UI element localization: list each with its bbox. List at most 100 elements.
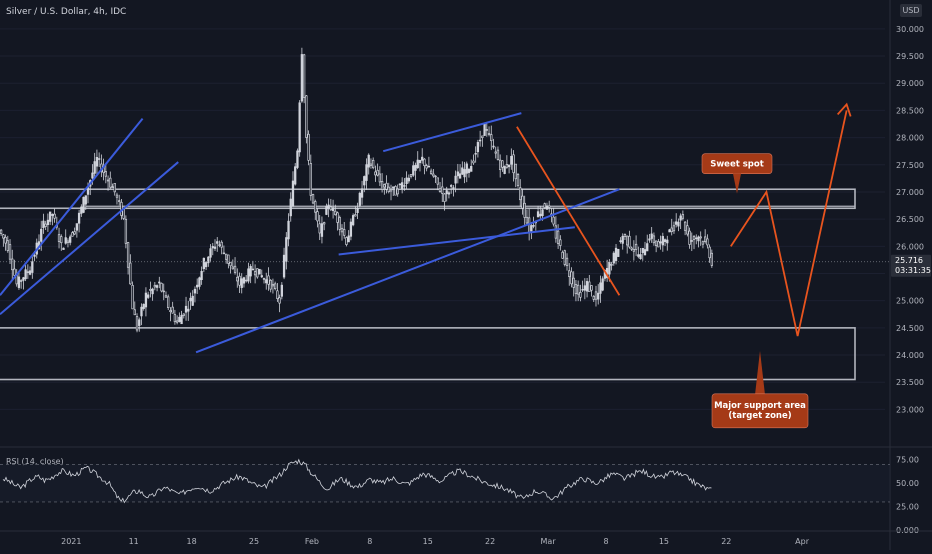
candle-body: [527, 217, 531, 234]
candle-body: [57, 234, 61, 242]
candle-body: [675, 221, 678, 225]
candle-body: [666, 239, 669, 244]
candle-body: [222, 252, 226, 255]
candle-body: [175, 320, 179, 323]
candle-body: [421, 156, 424, 161]
candle-body: [309, 163, 312, 196]
candle-body: [590, 285, 593, 291]
candle-body: [614, 247, 618, 261]
candle-body: [77, 212, 81, 224]
candle-body: [149, 288, 152, 291]
downtrend-line-orange[interactable]: [516, 126, 621, 296]
trendline-blue[interactable]: [195, 188, 620, 354]
candle-body: [233, 265, 237, 273]
candle-body: [242, 277, 246, 284]
candle-body: [617, 248, 620, 257]
candle-body: [138, 319, 141, 326]
time-tick-label: Apr: [795, 537, 810, 546]
candle-body: [211, 246, 214, 249]
trendline-blue[interactable]: [382, 112, 522, 153]
projection-path: [730, 102, 852, 337]
candle-body: [318, 223, 321, 234]
candle-body: [487, 133, 491, 135]
candle-body: [425, 165, 428, 169]
candle-body: [351, 215, 355, 226]
candle-body: [204, 262, 208, 268]
candle-body: [216, 241, 219, 244]
time-tick-label: 8: [603, 537, 608, 546]
candle-body: [182, 313, 185, 316]
zone-rectangle[interactable]: [0, 188, 856, 210]
candle-body: [686, 225, 689, 235]
candle-body: [441, 186, 444, 194]
candle-body: [249, 266, 252, 277]
candle-body: [474, 153, 477, 155]
time-tick-label: 11: [129, 537, 139, 546]
candle-body: [378, 173, 382, 183]
currency-label: USD: [902, 6, 919, 15]
candle-body: [690, 240, 693, 242]
time-tick-label: 15: [423, 537, 433, 546]
price-axis[interactable]: 23.00023.50024.00024.50025.00025.50026.0…: [891, 25, 931, 415]
trendline-blue[interactable]: [0, 117, 144, 296]
candle-body: [24, 269, 27, 280]
candle-body: [461, 167, 464, 175]
candle-body: [320, 223, 324, 237]
candle-body: [507, 164, 511, 168]
candle-body: [260, 275, 263, 278]
candle-body: [8, 244, 12, 260]
trendlines: [0, 112, 621, 354]
candle-body: [476, 142, 480, 153]
candle-body: [343, 229, 346, 236]
candle-body: [436, 177, 439, 185]
candle-body: [291, 180, 295, 207]
candle-body: [142, 303, 145, 309]
candle-body: [349, 221, 353, 237]
trendline-blue[interactable]: [0, 161, 179, 316]
candle-body: [503, 166, 506, 174]
candle-body: [372, 159, 375, 169]
trendline-blue[interactable]: [338, 226, 575, 256]
callout-major-support[interactable]: Major support area(target zone): [711, 350, 809, 429]
candle-body: [302, 54, 306, 98]
time-tick-label: 2021: [61, 537, 81, 546]
candle-body: [639, 254, 642, 259]
candle-body: [367, 154, 370, 168]
projection-polyline[interactable]: [730, 110, 848, 337]
candle-body: [485, 129, 488, 131]
candle-body: [75, 223, 79, 231]
candle-body: [389, 189, 393, 192]
candle-body: [189, 297, 192, 302]
candle-body: [316, 211, 319, 222]
candle-body: [202, 257, 206, 270]
candle-body: [427, 165, 431, 168]
zone-rectangle[interactable]: [0, 327, 856, 381]
time-axis[interactable]: 2021 11 18 25 Feb 8 15 22 Mar 8 15 22 Apr: [0, 530, 932, 546]
candle-body: [2, 234, 5, 239]
candle-body: [641, 247, 644, 253]
candle-body: [285, 237, 288, 262]
candle-body: [113, 183, 116, 193]
candle-body: [654, 240, 658, 246]
candle-body: [478, 139, 482, 142]
last-price-tag-bg: [891, 254, 931, 277]
currency-badge[interactable]: [900, 4, 922, 17]
candle-body: [545, 205, 549, 210]
candle-body: [220, 241, 223, 248]
callout-sweet-spot[interactable]: Sweet spot: [701, 153, 773, 194]
candle-body: [160, 282, 163, 292]
candle-body: [360, 188, 364, 198]
candle-body: [64, 237, 67, 244]
candle-body: [443, 193, 446, 202]
candle-body: [592, 295, 595, 300]
level-zones: [0, 188, 856, 381]
time-tick-label: 15: [659, 537, 669, 546]
candle-body: [71, 232, 74, 237]
candle-body: [213, 246, 217, 249]
candle-body: [414, 164, 417, 171]
candle-body: [610, 264, 613, 266]
candle-body: [701, 241, 705, 245]
candle-body: [227, 254, 230, 264]
